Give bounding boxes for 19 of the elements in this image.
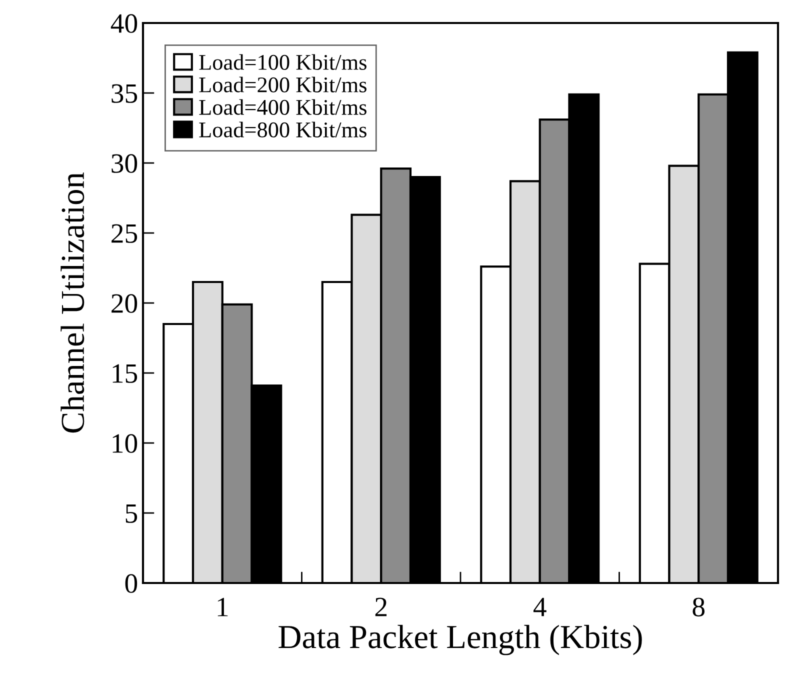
legend-label: Load=800 Kbit/ms [199,122,366,138]
y-tick-label: 40 [110,14,138,33]
y-tick-label: 0 [125,574,138,593]
y-tick-label: 30 [112,154,138,173]
legend-label: Load=400 Kbit/ms [199,99,366,115]
x-tick-label: 4 [533,598,546,616]
y-axis-title: Channel Utilization [60,172,84,433]
y-tick-label: 5 [126,504,138,523]
legend-label: Load=200 Kbit/ms [199,76,366,92]
x-tick-label: 1 [218,598,228,616]
y-tick-label: 15 [112,364,138,383]
x-axis-title: Data Packet Length (Kbits) [278,624,642,656]
x-tick-label: 2 [375,598,387,616]
y-tick-label: 10 [112,434,138,453]
x-tick-label: 8 [692,598,705,616]
y-tick-label: 25 [112,224,138,243]
y-tick-label: 20 [112,294,138,313]
y-tick-label: 35 [112,84,138,103]
legend-label: Load=100 Kbit/ms [199,54,366,70]
